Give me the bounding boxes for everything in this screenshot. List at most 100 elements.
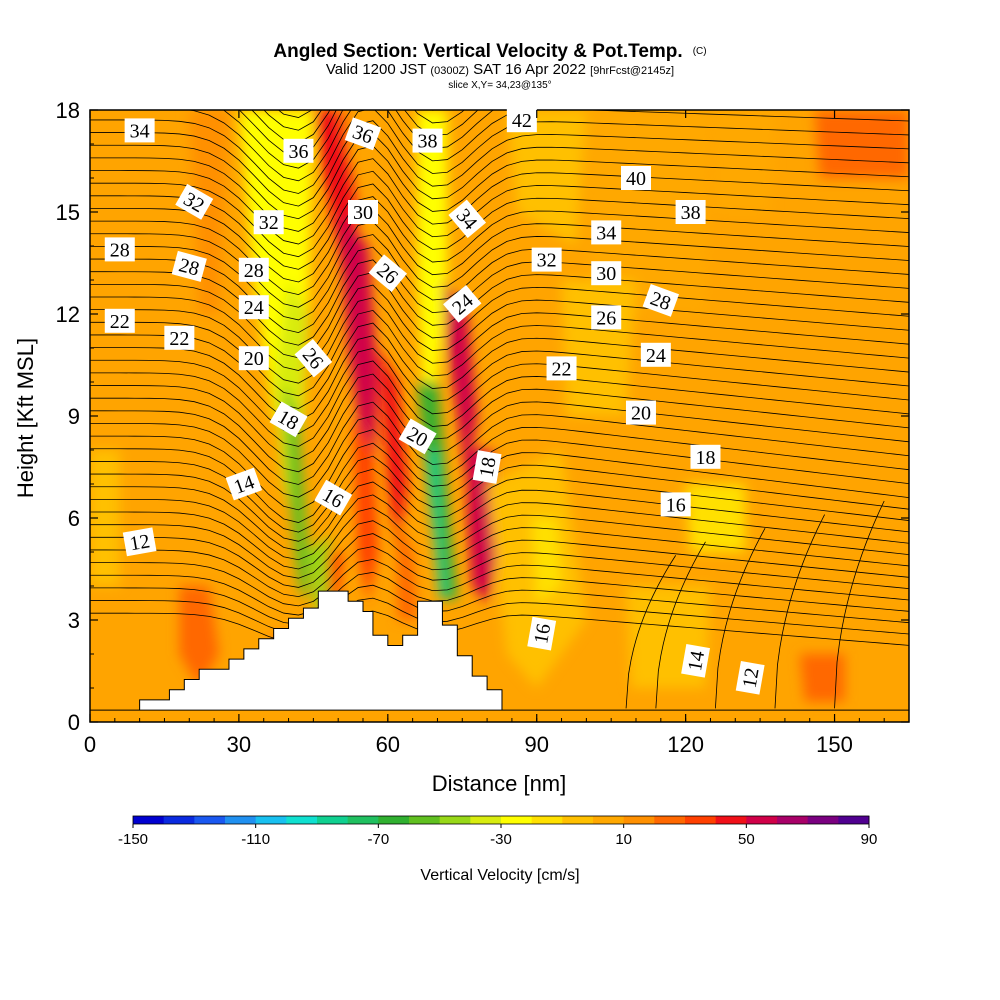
velocity-cell xyxy=(799,654,845,702)
contour-line xyxy=(90,347,909,435)
contour-label: 26 xyxy=(591,305,622,330)
contour-label-box xyxy=(527,616,557,651)
colorbar-segment xyxy=(715,816,747,824)
contour-label-text: 12 xyxy=(128,530,152,555)
contour-label-text: 42 xyxy=(512,110,532,132)
contour-line xyxy=(90,597,909,635)
velocity-cell xyxy=(715,110,775,212)
contour-label-text: 24 xyxy=(646,345,666,367)
plot-area xyxy=(90,110,909,722)
contour-line xyxy=(90,481,909,551)
contour-line xyxy=(90,158,909,245)
contour-label: 16 xyxy=(527,616,557,651)
colorbar-tick-label: -150 xyxy=(118,831,148,848)
contour-label-box xyxy=(314,479,353,516)
title-text: Angled Section: Vertical Velocity & Pot.… xyxy=(273,41,682,62)
contour-line xyxy=(90,610,909,646)
velocity-cell xyxy=(685,484,746,552)
contour-line xyxy=(90,132,909,220)
contour-label-box xyxy=(164,325,195,350)
contour-label-box xyxy=(238,257,269,282)
contour-label-text: 22 xyxy=(110,311,130,333)
contour-label-box xyxy=(642,283,680,317)
contour-line xyxy=(90,145,909,232)
contour-label: 40 xyxy=(621,166,651,190)
contour-line xyxy=(90,415,909,498)
contour-line xyxy=(90,520,909,579)
chart-title: Angled Section: Vertical Velocity & Pot.… xyxy=(273,41,706,62)
contour-label-text: 14 xyxy=(684,649,709,673)
contour-label-text: 18 xyxy=(476,455,501,479)
contour-label: 14 xyxy=(681,643,710,678)
subtitle-forecast: [9hrFcst@2145z] xyxy=(590,65,674,77)
colorbar-segment xyxy=(685,816,717,824)
contour-line xyxy=(774,514,825,709)
colorbar-segment xyxy=(163,816,195,824)
y-tick-label: 0 xyxy=(68,710,80,735)
x-tick-label: 120 xyxy=(667,732,704,757)
contour-label-box xyxy=(640,342,671,367)
contour-label-text: 12 xyxy=(739,666,764,690)
contour-label-box xyxy=(238,346,269,371)
contour-line xyxy=(90,309,909,397)
contour-label-text: 34 xyxy=(130,120,150,142)
contour-line xyxy=(90,322,909,409)
colorbar-segment xyxy=(501,816,533,824)
contour-label-box xyxy=(660,492,691,517)
velocity-cell xyxy=(377,348,408,552)
contour-line xyxy=(90,234,909,321)
contour-line xyxy=(655,541,706,709)
contour-label-text: 24 xyxy=(244,297,264,319)
y-tick-label: 6 xyxy=(68,506,80,531)
y-tick-label: 12 xyxy=(56,302,80,327)
contour-label-text: 20 xyxy=(244,348,264,370)
contour-label: 32 xyxy=(531,247,562,272)
colorbar-segment xyxy=(838,816,870,824)
x-tick-label: 150 xyxy=(816,732,853,757)
contour-label-box xyxy=(253,210,284,235)
x-tick-label: 30 xyxy=(227,732,251,757)
y-tick-label: 9 xyxy=(68,404,80,429)
x-tick-label: 0 xyxy=(84,732,96,757)
colorbar-segment xyxy=(378,816,410,824)
subtitle-valid: Valid 1200 JST xyxy=(326,61,426,78)
colorbar-segment xyxy=(317,816,349,824)
contour-line xyxy=(90,196,909,283)
contour-label: 18 xyxy=(690,444,721,469)
contour-label-box xyxy=(225,467,263,501)
contour-label-box xyxy=(175,183,214,220)
colorbar-label: Vertical Velocity [cm/s] xyxy=(420,867,579,884)
contour-label: 24 xyxy=(238,295,269,320)
contour-label: 34 xyxy=(591,220,622,245)
contour-line xyxy=(90,246,909,334)
contour-label: 38 xyxy=(675,200,706,224)
potential-temperature-contours xyxy=(90,110,909,709)
contour-label-text: 16 xyxy=(666,494,686,516)
velocity-cell xyxy=(442,280,478,484)
colorbar-segment xyxy=(654,816,686,824)
contour-label-box xyxy=(412,128,443,153)
contour-label-box xyxy=(283,138,314,163)
contour-label: 20 xyxy=(238,346,269,371)
contour-line xyxy=(90,571,909,616)
contour-label-text: 28 xyxy=(244,260,264,282)
contour-label: 20 xyxy=(625,400,656,425)
contour-label: 22 xyxy=(104,308,135,333)
contour-label-box xyxy=(735,660,765,695)
contour-label-text: 30 xyxy=(596,263,616,285)
contour-label-box xyxy=(344,117,382,151)
contour-label-text: 40 xyxy=(626,168,646,190)
contour-label-box xyxy=(104,237,135,262)
contour-label: 22 xyxy=(546,356,577,381)
contour-label-text: 16 xyxy=(530,622,555,646)
contour-label-box xyxy=(448,199,487,239)
contour-line xyxy=(185,110,909,182)
colorbar: -150 -110 -70 -30 10 50 90 xyxy=(118,815,878,848)
velocity-cell xyxy=(695,507,716,535)
y-tick-label: 18 xyxy=(56,98,80,123)
colorbar-tick-label: 90 xyxy=(861,831,878,848)
colorbar-tick-label: 50 xyxy=(738,831,755,848)
contour-label-box xyxy=(269,401,308,438)
